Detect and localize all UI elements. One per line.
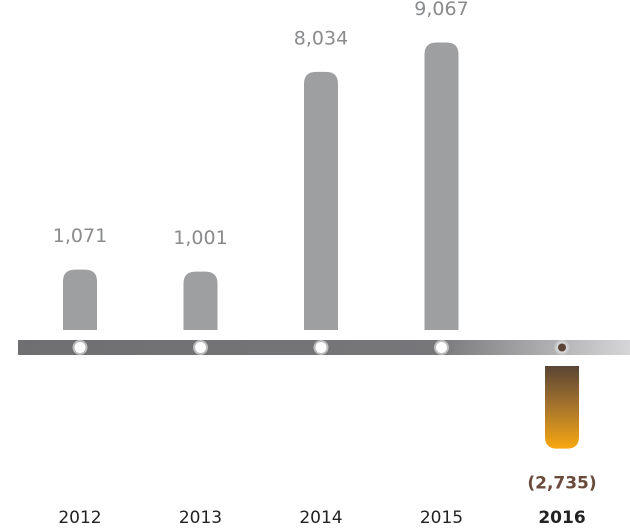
- bar: [304, 71, 338, 330]
- bar: [183, 271, 218, 330]
- value-label: 1,071: [53, 225, 107, 247]
- x-tick-label: 2014: [299, 508, 342, 528]
- value-label: 8,034: [294, 27, 348, 49]
- x-tick-label: 2015: [420, 508, 463, 528]
- value-label: 1,001: [173, 227, 227, 249]
- bar: [424, 42, 459, 331]
- timeline-dot: [434, 340, 449, 355]
- timeline-dot: [72, 340, 88, 355]
- x-tick-label: 2013: [179, 508, 222, 528]
- bar: [545, 366, 579, 449]
- timeline-dot-core: [558, 343, 566, 352]
- value-label: 9,067: [414, 0, 468, 20]
- timeline-dot: [193, 340, 208, 355]
- x-tick-label: 2016: [538, 508, 585, 528]
- timeline-dot: [313, 340, 329, 355]
- x-tick-label: 2012: [58, 508, 101, 528]
- value-label: (2,735): [527, 474, 596, 494]
- bar: [63, 269, 97, 330]
